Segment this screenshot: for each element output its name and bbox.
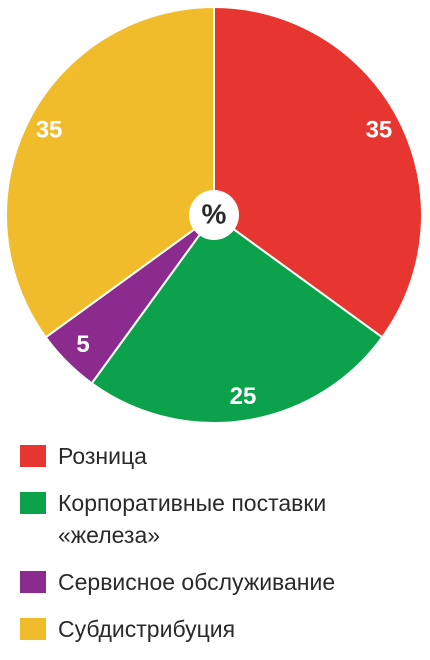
legend-text: Корпоративные поставки «железа» [58, 490, 327, 548]
legend-swatch [20, 492, 46, 514]
data-label: 35 [36, 116, 63, 143]
legend-text: Сервисное обслуживание [58, 569, 336, 595]
legend: Розница Корпоративные поставки «железа» Се… [20, 440, 420, 660]
legend-item: Розница [20, 440, 420, 472]
legend-item: Корпоративные поставки «железа» [20, 487, 420, 551]
center-circle [189, 190, 239, 240]
legend-text: Субдистрибуция [58, 616, 236, 642]
pie-slice [5, 5, 215, 339]
data-label: 5 [76, 331, 89, 358]
legend-swatch [20, 571, 46, 593]
pie-slice [213, 5, 423, 339]
legend-item: Субдистрибуция [20, 613, 420, 645]
chart: 35 25 5 35% [5, 5, 423, 424]
data-label: 25 [230, 383, 257, 410]
pie-slice [90, 213, 384, 424]
legend-swatch [20, 618, 46, 640]
legend-item: Сервисное обслуживание [20, 566, 420, 598]
legend-swatch [20, 445, 46, 467]
center-label: % [202, 198, 227, 229]
legend-text: Розница [58, 443, 147, 469]
data-label: 35 [366, 116, 393, 143]
